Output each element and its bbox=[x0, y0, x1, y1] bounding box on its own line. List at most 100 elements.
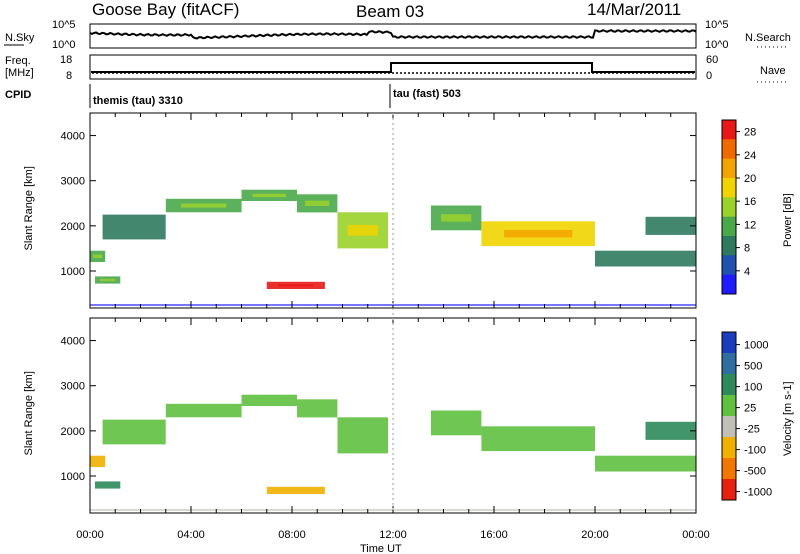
cpid-segment-1: themis (tau) 3310 bbox=[93, 95, 183, 107]
scatter-core bbox=[278, 284, 314, 287]
x-tick-label: 16:00 bbox=[480, 529, 508, 541]
scatter-band bbox=[241, 394, 297, 406]
y-tick-label: 1000 bbox=[61, 471, 85, 483]
scatter-band bbox=[297, 399, 338, 418]
scatter-band bbox=[481, 426, 595, 452]
scatter-band bbox=[595, 455, 696, 472]
x-tick-label: 00:00 bbox=[682, 529, 710, 541]
colorbar-tick-label: 8 bbox=[744, 243, 750, 255]
nave-label: Nave bbox=[760, 65, 786, 77]
scatter-core bbox=[441, 214, 472, 222]
nsky-tick-top: 10^5 bbox=[52, 19, 76, 31]
freq-label: Freq. bbox=[5, 55, 31, 67]
scatter-core bbox=[93, 254, 103, 258]
scatter-core bbox=[180, 203, 227, 208]
velocity-panel: 1000 2000 3000 4000 Slant Range [km] 1000 500 1… bbox=[23, 317, 794, 514]
scatter-core bbox=[305, 200, 330, 206]
colorbar-segment bbox=[722, 139, 736, 160]
colorbar-segment bbox=[722, 197, 736, 218]
colorbar-tick-label: 1000 bbox=[744, 340, 768, 352]
colorbar-segment bbox=[722, 374, 736, 396]
colorbar-segment bbox=[722, 416, 736, 438]
scatter-band bbox=[645, 421, 696, 440]
scatter-core bbox=[347, 224, 378, 236]
scatter-band bbox=[645, 216, 696, 235]
scatter-band bbox=[337, 417, 388, 454]
colorbar-tick-label: -100 bbox=[744, 445, 766, 457]
nsky-tick-bottom: 10^0 bbox=[52, 39, 76, 51]
nsearch-tick-top: 10^5 bbox=[705, 19, 729, 31]
colorbar-tick-label: 500 bbox=[744, 361, 762, 373]
colorbar-segment bbox=[722, 332, 736, 354]
freq-tick-bottom: 8 bbox=[66, 70, 72, 82]
y-tick-label: 3000 bbox=[61, 381, 85, 393]
y-tick-label: 1000 bbox=[61, 266, 85, 278]
nsearch-label: N.Search bbox=[745, 32, 791, 44]
colorbar-tick-label: 12 bbox=[744, 219, 756, 231]
colorbar-tick-label: 24 bbox=[744, 150, 756, 162]
colorbar-segment bbox=[722, 255, 736, 276]
beam-title: Beam 03 bbox=[356, 2, 424, 21]
nsky-panel-frame bbox=[89, 23, 697, 49]
scatter-band bbox=[266, 486, 325, 494]
colorbar-tick-label: 20 bbox=[744, 173, 756, 185]
colorbar-segment bbox=[722, 178, 736, 198]
colorbar-tick-label: 100 bbox=[744, 382, 762, 394]
scatter-band bbox=[95, 481, 121, 489]
x-tick-label: 04:00 bbox=[177, 529, 205, 541]
scatter-band bbox=[430, 410, 482, 436]
y-axis-title: Slant Range [km] bbox=[23, 371, 35, 455]
cpid-segment-2: tau (fast) 503 bbox=[393, 88, 461, 100]
x-tick-label: 20:00 bbox=[581, 529, 609, 541]
colorbar-tick-label: 28 bbox=[744, 127, 756, 139]
scatter-band bbox=[595, 250, 696, 267]
colorbar-segment bbox=[722, 458, 736, 480]
y-tick-label: 3000 bbox=[61, 176, 85, 188]
colorbar-tick-label: 16 bbox=[744, 196, 756, 208]
nsky-label: N.Sky bbox=[5, 32, 35, 44]
station-title: Goose Bay (fitACF) bbox=[92, 0, 239, 19]
colorbar-frame bbox=[721, 119, 737, 295]
freq-panel-frame bbox=[89, 54, 697, 80]
colorbar-segment bbox=[722, 479, 736, 501]
date-title: 14/Mar/2011 bbox=[587, 0, 681, 19]
x-tick-label: 08:00 bbox=[278, 529, 306, 541]
y-tick-label: 2000 bbox=[61, 221, 85, 233]
time-axis: 00:00 04:00 08:00 12:00 16:00 20:00 00:00 bbox=[76, 529, 710, 541]
colorbar-tick-label: -500 bbox=[744, 466, 766, 478]
x-tick-label: 00:00 bbox=[76, 529, 104, 541]
x-tick-label: 12:00 bbox=[379, 529, 407, 541]
scatter-core bbox=[100, 278, 116, 282]
scatter-band bbox=[102, 214, 166, 240]
nave-tick-top: 60 bbox=[706, 54, 718, 66]
scatter-band bbox=[102, 419, 166, 445]
colorbar-segment bbox=[722, 216, 736, 237]
colorbar-frame bbox=[721, 331, 737, 501]
nsky-line bbox=[89, 29, 697, 40]
freq-line bbox=[91, 62, 695, 73]
colorbar-segment bbox=[722, 353, 736, 375]
colorbar-tick-label: -25 bbox=[744, 424, 760, 436]
freq-tick-top: 18 bbox=[60, 54, 72, 66]
x-axis-title: Time UT bbox=[360, 543, 402, 554]
nsearch-tick-bottom: 10^0 bbox=[705, 39, 729, 51]
colorbar-tick-label: -1000 bbox=[744, 487, 772, 499]
scatter-core bbox=[504, 230, 573, 238]
colorbar-segment bbox=[722, 274, 736, 295]
power-panel: 1000 2000 3000 4000 Slant Range [km] 4 8 12 16 20… bbox=[23, 112, 794, 309]
colorbar-tick-label: 25 bbox=[744, 403, 756, 415]
colorbar-segment bbox=[722, 120, 736, 140]
colorbar-segment bbox=[722, 158, 736, 179]
scatter-band bbox=[165, 403, 242, 418]
y-axis-title: Slant Range [km] bbox=[23, 166, 35, 250]
y-tick-label: 4000 bbox=[61, 336, 85, 348]
cpid-label: CPID bbox=[5, 89, 31, 101]
colorbar-label: Velocity [m s-1] bbox=[782, 381, 794, 456]
scatter-core bbox=[252, 193, 286, 198]
colorbar-tick-label: 4 bbox=[744, 266, 750, 278]
colorbar-segment bbox=[722, 395, 736, 417]
colorbar-segment bbox=[722, 236, 736, 256]
scatter-band bbox=[90, 455, 106, 467]
y-tick-label: 4000 bbox=[61, 131, 85, 143]
